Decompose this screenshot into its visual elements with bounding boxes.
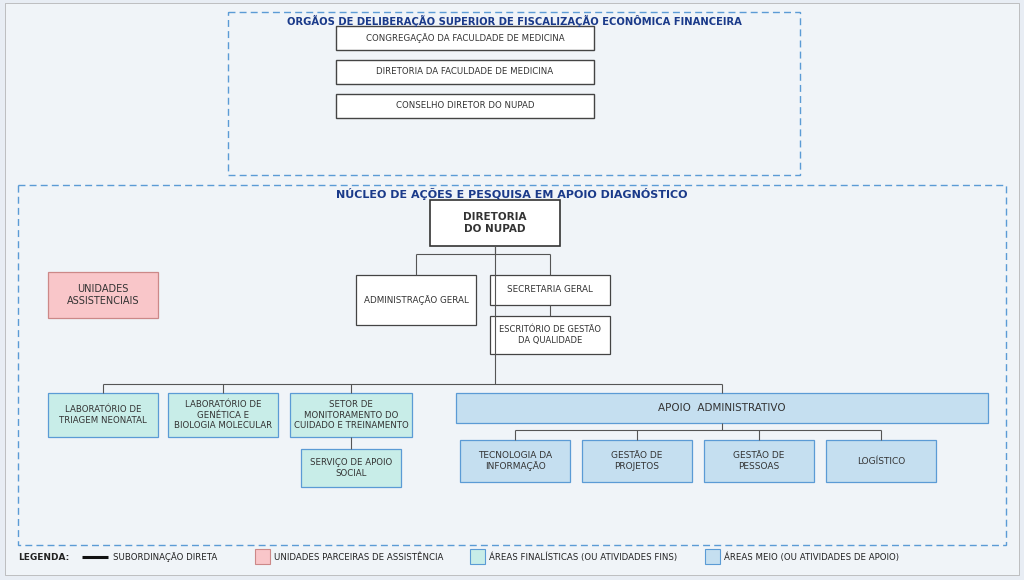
Bar (255, 549, 270, 564)
Text: SECRETARIA GERAL: SECRETARIA GERAL (507, 285, 593, 295)
Text: ÁREAS FINALÍSTICAS (OU ATIVIDADES FINS): ÁREAS FINALÍSTICAS (OU ATIVIDADES FINS) (489, 552, 677, 562)
Text: LABORATÓRIO DE
TRIAGEM NEONATAL: LABORATÓRIO DE TRIAGEM NEONATAL (59, 405, 146, 425)
Text: CONSELHO DIRETOR DO NUPAD: CONSELHO DIRETOR DO NUPAD (395, 102, 535, 111)
Text: NÚCLEO DE AÇÕES E PESQUISA EM APOIO DIAGNÓSTICO: NÚCLEO DE AÇÕES E PESQUISA EM APOIO DIAG… (336, 188, 688, 200)
Bar (48, 272, 158, 318)
Text: SUBORDINAÇÃO DIRETA: SUBORDINAÇÃO DIRETA (113, 552, 217, 562)
Bar (336, 26, 594, 50)
Text: LEGENDA:: LEGENDA: (18, 553, 70, 561)
Bar (826, 440, 936, 482)
Bar (705, 549, 720, 564)
Bar (705, 440, 814, 482)
Text: APOIO  ADMINISTRATIVO: APOIO ADMINISTRATIVO (658, 403, 785, 413)
Text: TECNOLOGIA DA
INFORMAÇÃO: TECNOLOGIA DA INFORMAÇÃO (478, 451, 552, 471)
Text: DIRETORIA
DO NUPAD: DIRETORIA DO NUPAD (463, 212, 526, 234)
Bar (490, 275, 610, 305)
Bar (470, 549, 485, 564)
Bar (456, 393, 988, 423)
Text: GESTÃO DE
PESSOAS: GESTÃO DE PESSOAS (733, 451, 784, 471)
Bar (460, 440, 570, 482)
Bar (18, 185, 1006, 545)
Text: GESTÃO DE
PROJETOS: GESTÃO DE PROJETOS (611, 451, 663, 471)
Text: SETOR DE
MONITORAMENTO DO
CUIDADO E TREINAMENTO: SETOR DE MONITORAMENTO DO CUIDADO E TREI… (294, 400, 409, 430)
Bar (490, 316, 610, 354)
Text: CONGREGAÇÃO DA FACULDADE DE MEDICINA: CONGREGAÇÃO DA FACULDADE DE MEDICINA (366, 33, 564, 43)
Text: UNIDADES
ASSISTENCIAIS: UNIDADES ASSISTENCIAIS (67, 284, 139, 306)
Text: LOGÍSTICO: LOGÍSTICO (857, 456, 905, 466)
Bar (582, 440, 692, 482)
Text: ORGÃOS DE DELIBERAÇÃO SUPERIOR DE FISCALIZAÇÃO ECONÔMICA FINANCEIRA: ORGÃOS DE DELIBERAÇÃO SUPERIOR DE FISCAL… (287, 15, 741, 27)
Bar (168, 393, 278, 437)
Bar (228, 12, 800, 175)
Bar (48, 393, 158, 437)
Text: ESCRITÓRIO DE GESTÃO
DA QUALIDADE: ESCRITÓRIO DE GESTÃO DA QUALIDADE (499, 325, 601, 345)
Bar (336, 60, 594, 84)
Text: SERVIÇO DE APOIO
SOCIAL: SERVIÇO DE APOIO SOCIAL (310, 458, 392, 478)
Text: DIRETORIA DA FACULDADE DE MEDICINA: DIRETORIA DA FACULDADE DE MEDICINA (377, 67, 554, 77)
Bar (290, 393, 412, 437)
Bar (336, 94, 594, 118)
Text: LABORATÓRIO DE
GENÉTICA E
BIOLOGIA MOLECULAR: LABORATÓRIO DE GENÉTICA E BIOLOGIA MOLEC… (174, 400, 272, 430)
Text: ADMINISTRAÇÃO GERAL: ADMINISTRAÇÃO GERAL (364, 295, 468, 305)
Bar (430, 200, 560, 246)
Text: ÁREAS MEIO (OU ATIVIDADES DE APOIO): ÁREAS MEIO (OU ATIVIDADES DE APOIO) (724, 552, 899, 562)
Bar (301, 449, 401, 487)
Bar (356, 275, 476, 325)
Text: UNIDADES PARCEIRAS DE ASSISTÊNCIA: UNIDADES PARCEIRAS DE ASSISTÊNCIA (274, 553, 443, 561)
